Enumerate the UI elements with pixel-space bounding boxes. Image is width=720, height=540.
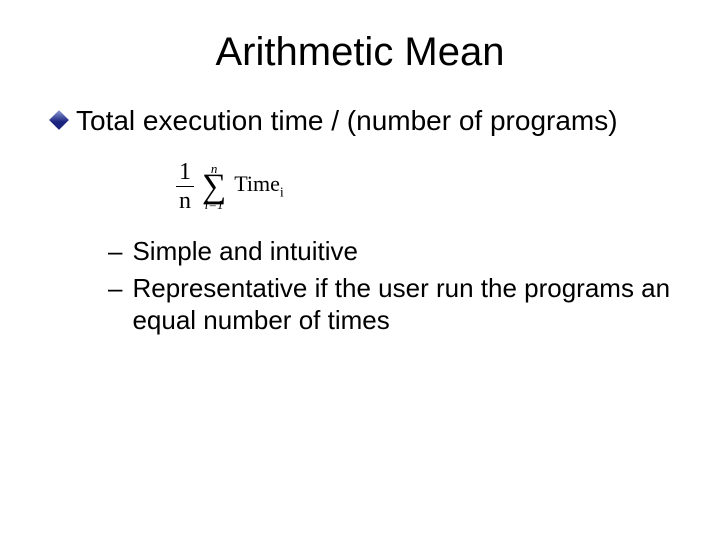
dash-icon: – [108,272,122,305]
formula: 1 n n ∑ i=1 Timei [176,160,672,213]
sub-bullet-list: – Simple and intuitive – Representative … [108,235,672,337]
sub-bullet-text: Simple and intuitive [132,235,357,268]
diamond-bullet-icon [49,110,69,130]
term-main: Time [234,171,280,196]
fraction-denominator: n [179,187,191,213]
slide-title: Arithmetic Mean [48,30,672,75]
term-subscript: i [280,186,284,201]
main-bullet-text: Total execution time / (number of progra… [76,103,618,138]
summation-term: Timei [234,171,284,201]
sub-bullet-text: Representative if the user run the progr… [132,272,672,337]
sub-bullet-item: – Representative if the user run the pro… [108,272,672,337]
fraction-numerator: 1 [176,160,194,187]
fraction: 1 n [176,160,194,213]
summation: n ∑ i=1 [202,162,226,211]
sub-bullet-item: – Simple and intuitive [108,235,672,268]
slide: Arithmetic Mean Total execution time / (… [0,0,720,540]
sigma-icon: ∑ [202,173,226,200]
summation-lower: i=1 [205,198,224,211]
dash-icon: – [108,235,122,268]
slide-body: Total execution time / (number of progra… [48,103,672,337]
main-bullet: Total execution time / (number of progra… [56,103,672,138]
